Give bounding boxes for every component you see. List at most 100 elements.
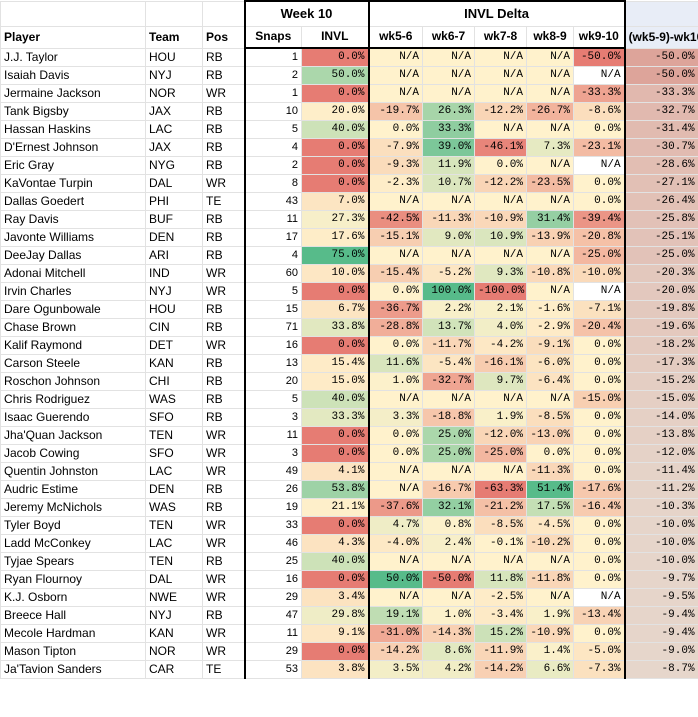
delta-wk8-9-cell[interactable]: -11.3% xyxy=(526,462,575,481)
delta-wk8-9-cell[interactable]: -13.9% xyxy=(526,228,575,247)
snaps-cell[interactable]: 5 xyxy=(243,282,302,301)
delta-wk7-8-cell[interactable]: 0.0% xyxy=(474,156,528,175)
position-cell[interactable]: RB xyxy=(202,390,245,409)
team-cell[interactable]: TEN xyxy=(145,516,203,535)
position-cell[interactable]: WR xyxy=(202,462,245,481)
position-cell[interactable]: RB xyxy=(202,246,245,265)
delta-wk5-6-cell[interactable]: -19.7% xyxy=(368,102,424,121)
player-name-cell[interactable]: Chase Brown xyxy=(0,318,146,337)
delta-wk9-10-cell[interactable]: -5.0% xyxy=(573,642,626,661)
team-cell[interactable]: PHI xyxy=(145,192,203,211)
delta-wk7-8-cell[interactable]: N/A xyxy=(474,84,528,103)
position-cell[interactable]: RB xyxy=(202,606,245,625)
delta-wk5-6-cell[interactable]: N/A xyxy=(368,588,424,607)
invl-cell[interactable]: 17.6% xyxy=(300,228,370,247)
position-cell[interactable]: RB xyxy=(202,47,245,67)
delta-wk5-9-minus-wk10-cell[interactable]: -10.3% xyxy=(623,498,698,517)
delta-wk5-9-minus-wk10-cell[interactable]: -15.0% xyxy=(623,390,698,409)
col-header-snaps[interactable]: Snaps xyxy=(243,25,302,49)
delta-wk8-9-cell[interactable]: N/A xyxy=(526,390,575,409)
snaps-cell[interactable]: 4 xyxy=(243,138,302,157)
delta-wk5-6-cell[interactable]: 0.0% xyxy=(368,444,424,463)
invl-cell[interactable]: 6.7% xyxy=(300,300,370,319)
delta-wk6-7-cell[interactable]: N/A xyxy=(422,588,476,607)
delta-wk6-7-cell[interactable]: N/A xyxy=(422,47,476,67)
delta-wk5-9-minus-wk10-cell[interactable]: -11.4% xyxy=(623,462,698,481)
col-header-player[interactable]: Player xyxy=(0,25,146,49)
delta-wk9-10-cell[interactable]: -33.3% xyxy=(573,84,626,103)
invl-cell[interactable]: 15.4% xyxy=(300,354,370,373)
delta-wk9-10-cell[interactable]: 0.0% xyxy=(573,426,626,445)
delta-wk8-9-cell[interactable]: -11.8% xyxy=(526,570,575,589)
position-cell[interactable]: RB xyxy=(202,66,245,85)
delta-wk7-8-cell[interactable]: N/A xyxy=(474,66,528,85)
invl-cell[interactable]: 40.0% xyxy=(300,552,370,571)
team-cell[interactable]: JAX xyxy=(145,102,203,121)
delta-wk8-9-cell[interactable]: -10.8% xyxy=(526,264,575,283)
team-cell[interactable]: TEN xyxy=(145,552,203,571)
delta-wk9-10-cell[interactable]: 0.0% xyxy=(573,570,626,589)
player-name-cell[interactable]: Isaac Guerendo xyxy=(0,408,146,427)
invl-cell[interactable]: 20.0% xyxy=(300,102,370,121)
delta-wk8-9-cell[interactable]: -13.0% xyxy=(526,426,575,445)
col-header-wk5-9-minus-wk10[interactable]: (wk5-9)-wk10 xyxy=(623,25,698,49)
delta-wk5-9-minus-wk10-cell[interactable]: -50.0% xyxy=(623,66,698,85)
player-name-cell[interactable]: Ryan Flournoy xyxy=(0,570,146,589)
position-cell[interactable]: RB xyxy=(202,354,245,373)
delta-wk8-9-cell[interactable]: -6.0% xyxy=(526,354,575,373)
snaps-cell[interactable]: 49 xyxy=(243,462,302,481)
delta-wk5-6-cell[interactable]: N/A xyxy=(368,192,424,211)
delta-wk9-10-cell[interactable]: 0.0% xyxy=(573,552,626,571)
col-header-wk7-8[interactable]: wk7-8 xyxy=(474,25,528,49)
col-header-team[interactable]: Team xyxy=(145,25,203,49)
delta-wk9-10-cell[interactable]: 0.0% xyxy=(573,516,626,535)
delta-wk7-8-cell[interactable]: -2.5% xyxy=(474,588,528,607)
delta-wk6-7-cell[interactable]: -5.4% xyxy=(422,354,476,373)
delta-wk6-7-cell[interactable]: 9.0% xyxy=(422,228,476,247)
player-name-cell[interactable]: Kalif Raymond xyxy=(0,336,146,355)
delta-wk5-9-minus-wk10-cell[interactable]: -50.0% xyxy=(623,47,698,67)
delta-wk8-9-cell[interactable]: -23.5% xyxy=(526,174,575,193)
team-cell[interactable]: ARI xyxy=(145,246,203,265)
delta-wk5-6-cell[interactable]: 50.0% xyxy=(368,570,424,589)
delta-wk9-10-cell[interactable]: -20.4% xyxy=(573,318,626,337)
position-cell[interactable]: RB xyxy=(202,498,245,517)
delta-wk5-6-cell[interactable]: -28.8% xyxy=(368,318,424,337)
delta-wk7-8-cell[interactable]: 9.3% xyxy=(474,264,528,283)
player-name-cell[interactable]: KaVontae Turpin xyxy=(0,174,146,193)
team-cell[interactable]: DAL xyxy=(145,174,203,193)
delta-wk7-8-cell[interactable]: N/A xyxy=(474,47,528,67)
delta-wk6-7-cell[interactable]: 2.2% xyxy=(422,300,476,319)
delta-wk8-9-cell[interactable]: 51.4% xyxy=(526,480,575,499)
delta-wk5-9-minus-wk10-cell[interactable]: -25.8% xyxy=(623,210,698,229)
team-cell[interactable]: DEN xyxy=(145,480,203,499)
invl-cell[interactable]: 0.0% xyxy=(300,516,370,535)
delta-wk5-9-minus-wk10-cell[interactable]: -9.7% xyxy=(623,570,698,589)
delta-wk6-7-cell[interactable]: N/A xyxy=(422,84,476,103)
delta-wk6-7-cell[interactable]: 100.0% xyxy=(422,282,476,301)
team-cell[interactable]: IND xyxy=(145,264,203,283)
delta-wk5-9-minus-wk10-cell[interactable]: -17.3% xyxy=(623,354,698,373)
delta-wk7-8-cell[interactable]: -100.0% xyxy=(474,282,528,301)
player-name-cell[interactable]: Eric Gray xyxy=(0,156,146,175)
delta-wk6-7-cell[interactable]: 2.4% xyxy=(422,534,476,553)
team-cell[interactable]: NWE xyxy=(145,588,203,607)
delta-wk7-8-cell[interactable]: 15.2% xyxy=(474,624,528,643)
snaps-cell[interactable]: 16 xyxy=(243,336,302,355)
delta-wk6-7-cell[interactable]: 33.3% xyxy=(422,120,476,139)
delta-wk6-7-cell[interactable]: -32.7% xyxy=(422,372,476,391)
snaps-cell[interactable]: 11 xyxy=(243,426,302,445)
delta-wk9-10-cell[interactable]: -8.6% xyxy=(573,102,626,121)
delta-wk5-6-cell[interactable]: -14.2% xyxy=(368,642,424,661)
player-name-cell[interactable]: Dallas Goedert xyxy=(0,192,146,211)
delta-wk8-9-cell[interactable]: N/A xyxy=(526,282,575,301)
player-name-cell[interactable]: Jermaine Jackson xyxy=(0,84,146,103)
snaps-cell[interactable]: 43 xyxy=(243,192,302,211)
delta-wk5-9-minus-wk10-cell[interactable]: -10.0% xyxy=(623,552,698,571)
delta-wk6-7-cell[interactable]: 10.7% xyxy=(422,174,476,193)
player-name-cell[interactable]: Tyler Boyd xyxy=(0,516,146,535)
delta-wk7-8-cell[interactable]: N/A xyxy=(474,120,528,139)
delta-wk9-10-cell[interactable]: N/A xyxy=(573,66,626,85)
delta-wk9-10-cell[interactable]: N/A xyxy=(573,282,626,301)
snaps-cell[interactable]: 29 xyxy=(243,588,302,607)
